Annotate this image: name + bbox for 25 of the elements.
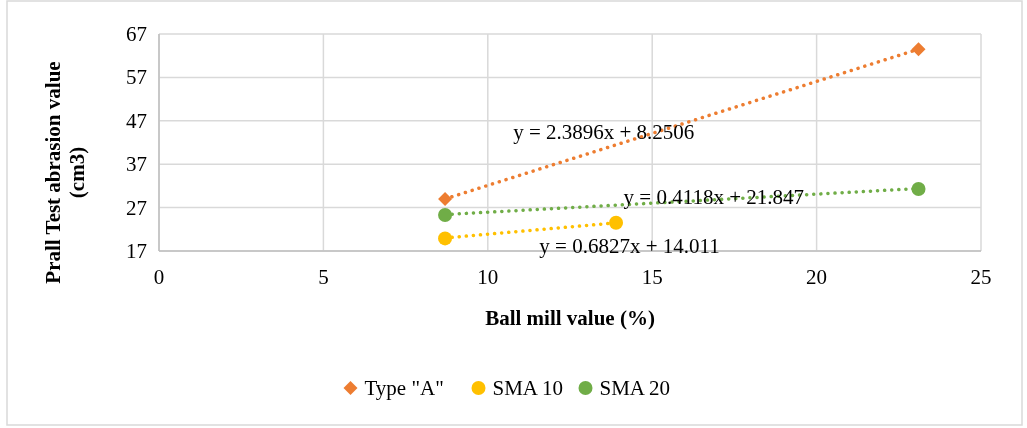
point [609,215,624,230]
x-axis-title: Ball mill value (%) [485,306,655,330]
x-tick-label: 10 [477,265,499,289]
x-tick-label: 5 [318,265,329,289]
x-tick-label: 0 [153,265,165,289]
y-tick-label: 67 [126,22,147,46]
point [911,42,926,57]
legend-label: Type "A" [364,376,444,400]
y-tick-label: 47 [126,108,147,133]
y-tick-label: 17 [126,239,147,263]
y-axis-title: Prall Test abrasion value (cm3) [41,61,89,284]
point [911,181,926,196]
y-tick-label: 57 [126,65,147,90]
legend-label: SMA 20 [599,376,671,400]
x-tick-label: 15 [641,265,663,289]
point [438,231,453,246]
legend-label: SMA 10 [492,376,564,400]
x-tick-label: 25 [970,265,992,289]
annotation: y = 0.6827x + 14.011 [539,234,720,259]
y-tick-label: 37 [126,152,147,177]
x-tick-label: 20 [806,265,828,289]
y-tick-label: 27 [126,195,147,220]
point [438,207,453,222]
point [438,191,453,206]
annotation: y = 0.4118x + 21.847 [623,184,804,209]
